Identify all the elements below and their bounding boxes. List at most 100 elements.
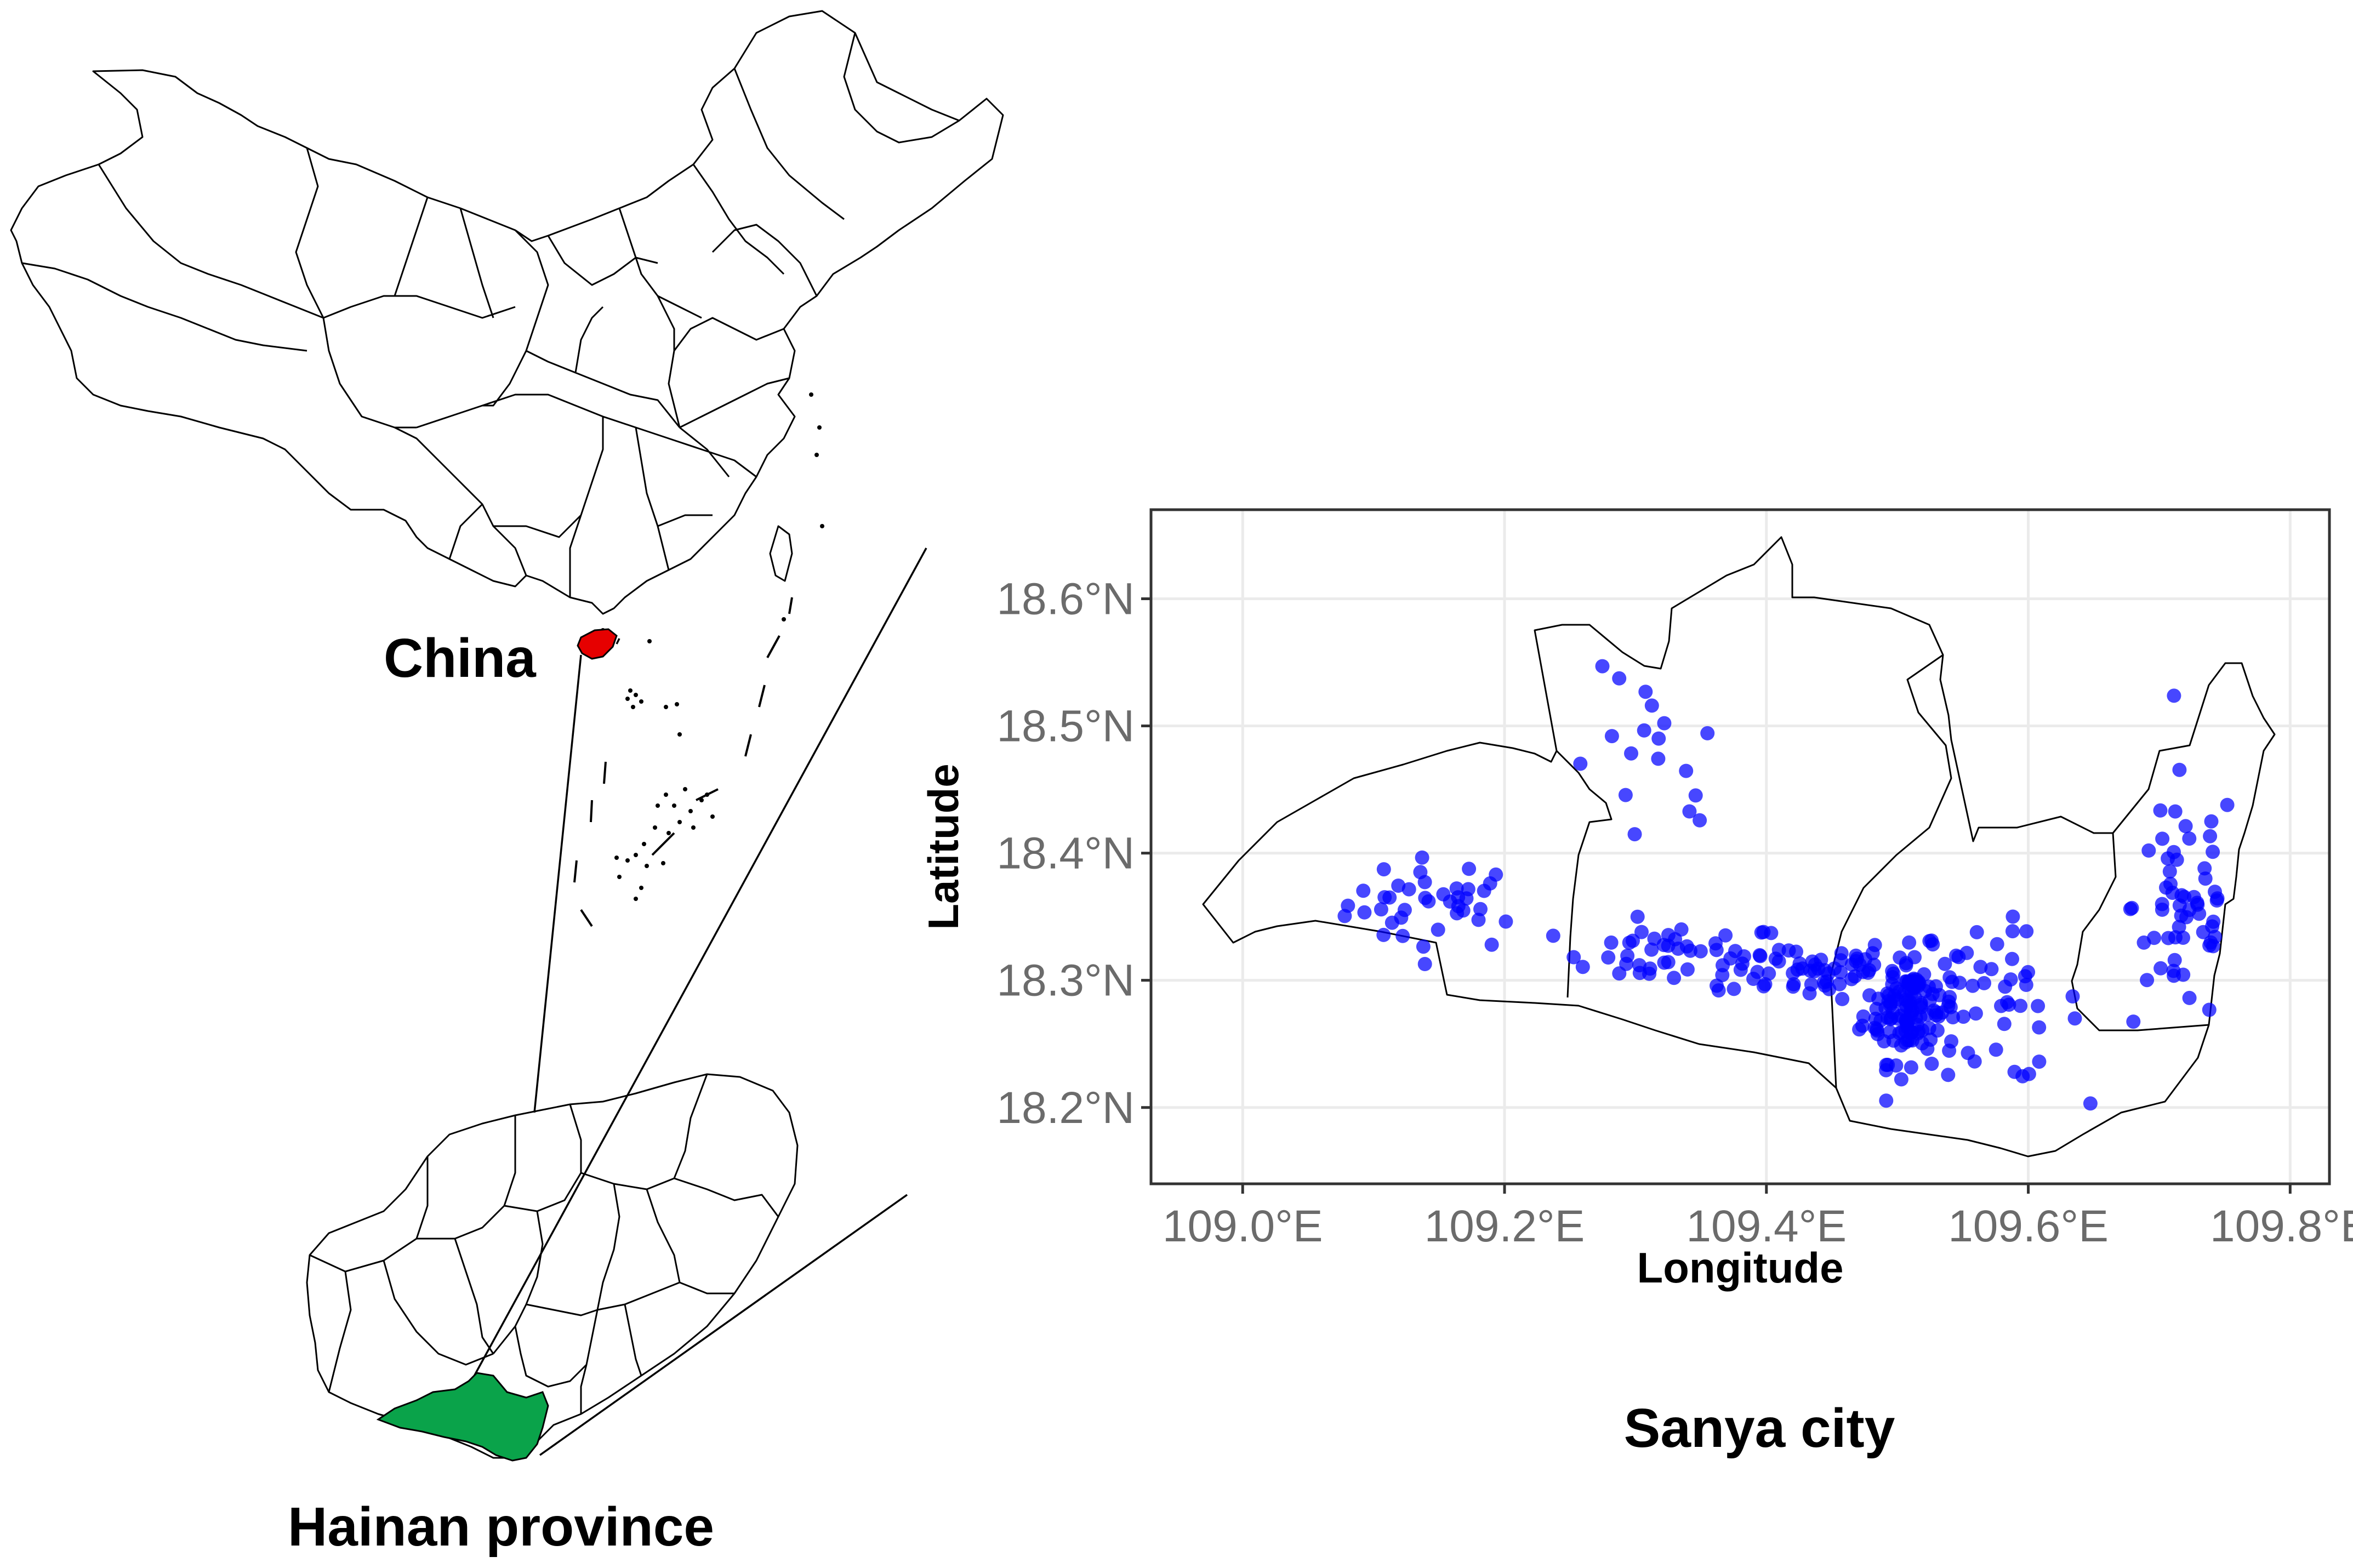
sample-point (1413, 865, 1428, 880)
sanya-highlight-green (376, 1372, 549, 1462)
panel-background (1151, 510, 2329, 1184)
sample-point (2168, 804, 2183, 819)
sample-point (2206, 939, 2220, 954)
sample-point (1990, 937, 2004, 951)
sample-point (1925, 987, 1940, 1001)
sample-point (2153, 961, 2168, 976)
sample-point (1499, 914, 1513, 929)
x-tick-label: 109.8°E (2210, 1201, 2353, 1251)
sample-point (1546, 928, 1560, 943)
sample-point (2167, 953, 2182, 967)
sample-point (1449, 881, 1464, 896)
island-dots (601, 392, 824, 901)
x-axis-title: Longitude (1637, 1244, 1844, 1292)
sample-point (1415, 850, 1429, 865)
sample-point (1376, 927, 1391, 942)
sample-point (2203, 829, 2218, 843)
x-tick-label: 109.6°E (1948, 1201, 2109, 1251)
sample-point (2206, 845, 2220, 859)
sample-point (1341, 898, 1355, 913)
hainan-outline (306, 1073, 799, 1459)
sample-point (1674, 922, 1689, 937)
sample-point (1473, 902, 1488, 916)
hainan-label: Hainan province (288, 1496, 714, 1558)
sample-point (1456, 903, 1471, 918)
sample-point (2032, 1054, 2047, 1069)
sample-point (1965, 978, 1980, 993)
sample-point (2182, 831, 2197, 846)
sample-point (1756, 979, 1771, 994)
sample-point (1642, 966, 1657, 981)
sample-point (1973, 960, 1988, 974)
sample-point (2197, 861, 2212, 876)
sample-point (1923, 1033, 1938, 1047)
sample-point (1941, 1068, 1956, 1082)
sample-point (2174, 888, 2189, 903)
sample-point (1356, 883, 1371, 898)
sample-point (2162, 864, 2177, 879)
sample-point (1924, 1057, 1939, 1071)
sample-point (2155, 831, 2170, 846)
sample-point (1612, 671, 1627, 686)
sample-point (2021, 965, 2036, 979)
sample-point (2067, 1011, 2082, 1026)
sample-point (1612, 966, 1627, 981)
sample-point (1977, 976, 1991, 990)
y-tick-label: 18.5°N (996, 702, 1135, 751)
sample-point (1416, 939, 1431, 954)
sample-point (1902, 935, 1917, 950)
sample-point (1790, 962, 1805, 977)
sample-point (1700, 726, 1715, 740)
sample-point (2013, 999, 2028, 1013)
sample-point (1771, 954, 1786, 969)
hainan-highlight-red (577, 628, 618, 660)
sample-point (1657, 716, 1672, 731)
sample-point (2178, 819, 2193, 834)
sample-point (1627, 827, 1642, 842)
sample-point (1984, 962, 1999, 977)
sample-point (1892, 1025, 1907, 1040)
sample-point (1989, 1042, 2003, 1057)
sample-point (1894, 1072, 1908, 1087)
sample-point (1762, 966, 1776, 981)
sample-point (1869, 1001, 1884, 1016)
sample-point (1604, 729, 1619, 744)
sanya-outline (1202, 536, 2276, 1158)
china-label: China (384, 628, 537, 689)
sample-point (1644, 698, 1659, 713)
sample-point (1949, 948, 1963, 963)
sample-point (1682, 804, 1697, 819)
sample-point (2172, 762, 2187, 777)
sample-point (1956, 1010, 1971, 1024)
sample-point (1632, 958, 1646, 973)
sample-point (2155, 897, 2169, 911)
sample-point (1848, 969, 1862, 984)
sample-point (1832, 977, 1847, 991)
sample-point (1667, 971, 1682, 985)
sample-point (1942, 1044, 1957, 1058)
sample-point (1575, 960, 1590, 974)
sample-point (1961, 1046, 1975, 1060)
china-outline (10, 10, 1004, 615)
sample-point (2153, 803, 2168, 818)
sample-point (2220, 797, 2235, 812)
sample-point (1906, 971, 1921, 986)
sample-point (1880, 986, 1895, 1001)
sample-point (1946, 1010, 1960, 1025)
sample-point (2032, 1020, 2047, 1035)
sample-point (1436, 887, 1451, 902)
sample-point (1905, 1033, 1919, 1048)
sample-point (1941, 994, 1956, 1009)
sample-point (1789, 944, 1803, 959)
x-tick-label: 109.0°E (1163, 1201, 1323, 1251)
sample-point (1804, 977, 1819, 992)
sample-point (1881, 1058, 1895, 1072)
sample-point (1566, 950, 1581, 965)
sample-point (2005, 951, 2019, 966)
sample-point (2147, 931, 2162, 945)
sample-point (1357, 905, 1372, 920)
sample-point (2205, 919, 2220, 934)
sample-point (1938, 956, 1952, 971)
sample-point (1377, 890, 1392, 905)
sample-point (1835, 991, 1850, 1006)
